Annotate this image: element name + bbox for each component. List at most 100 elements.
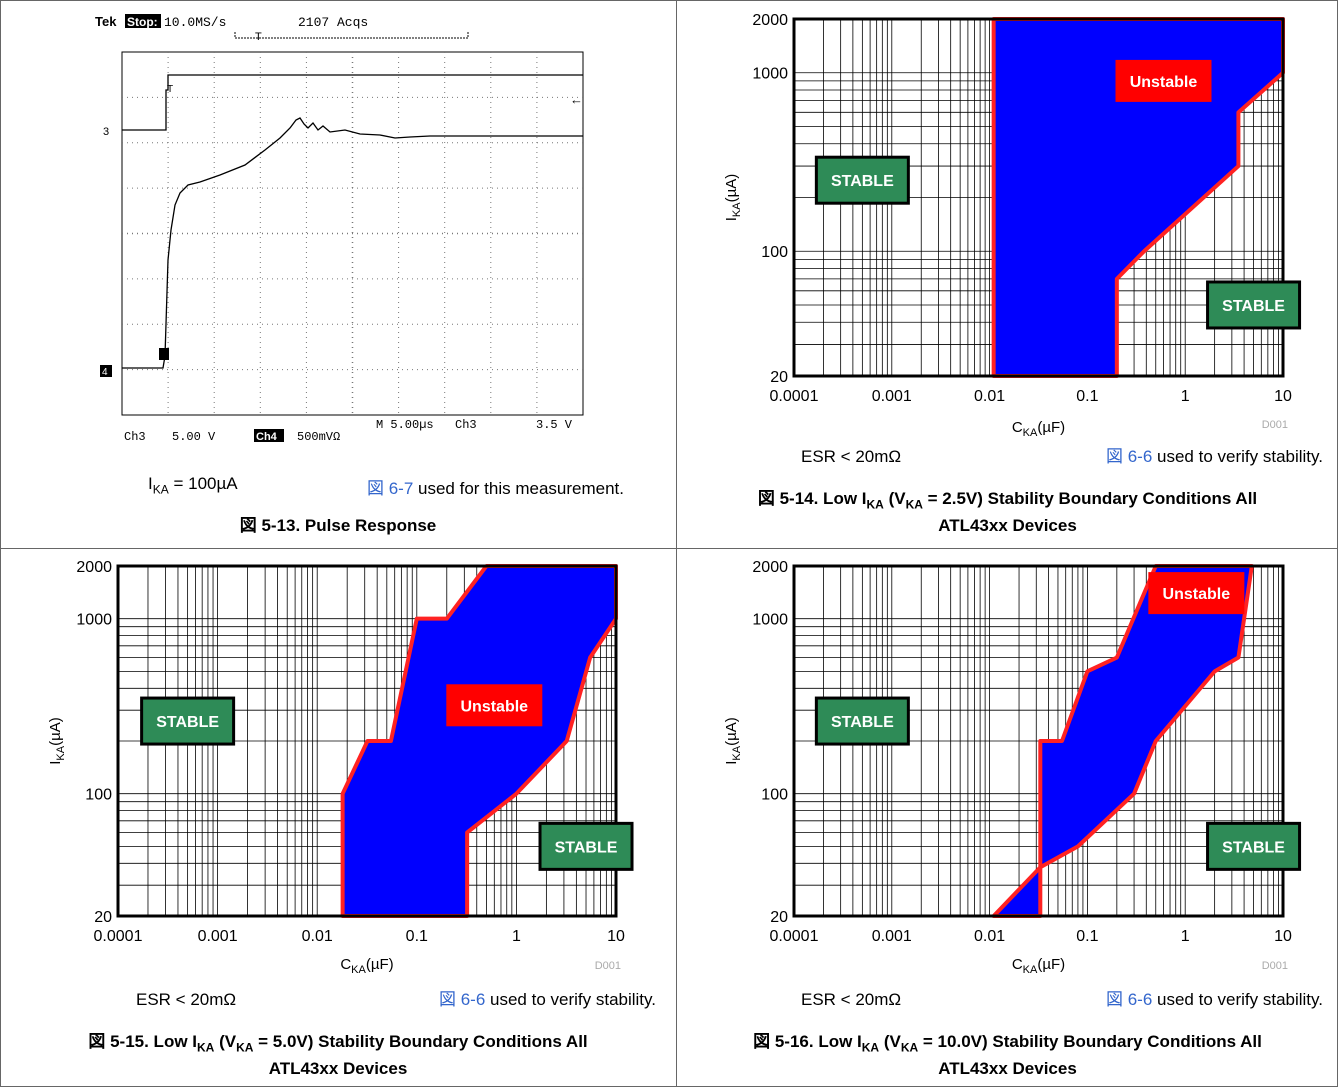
ch4-marker-badge xyxy=(100,365,112,377)
scope-footer-ch3-scale: 5.00 V xyxy=(172,430,216,444)
y-tick-label: 1000 xyxy=(752,612,788,629)
x-axis-label: CKA(µF) xyxy=(340,956,393,976)
figure-code: D001 xyxy=(1262,419,1288,431)
trigger-level-arrow: ← xyxy=(570,92,583,107)
x-tick-label: 0.01 xyxy=(974,928,1005,945)
unstable-label-box xyxy=(1148,572,1245,615)
y-tick-label: 2000 xyxy=(752,12,788,29)
plot-frame xyxy=(116,564,618,918)
scope-header-rate: 10.0MS/s xyxy=(164,15,226,30)
ch4-marker: 4 xyxy=(102,367,108,378)
x-tick-label: 10 xyxy=(1274,928,1292,945)
stable-label-box xyxy=(1206,280,1302,330)
caption-fig-5-13: 図 5-13. Pulse Response xyxy=(239,516,437,535)
scope-ch4-badge xyxy=(254,429,284,442)
scope-footer-ch4: Ch4 xyxy=(256,431,278,443)
y-axis-label: IKA(µA) xyxy=(723,717,743,765)
unstable-label-box xyxy=(1115,59,1212,102)
ch3-marker: 3 xyxy=(103,126,109,138)
vertical-divider xyxy=(676,0,677,1087)
y-tick-label: 100 xyxy=(761,244,788,261)
scope-graticule xyxy=(121,51,584,416)
figure-code: D001 xyxy=(1262,960,1288,972)
ref-link-6-7[interactable]: 図 6-7 xyxy=(367,479,414,498)
chart-panel-5-14: 20 100 1000 2000 0.0001 0.001 0.01 0.1 1 10 CKA(µF… xyxy=(677,0,1338,548)
x-axis-label: CKA(µF) xyxy=(1012,419,1065,439)
stable-label-box xyxy=(1206,821,1302,871)
esr-note: ESR < 20mΩ xyxy=(801,990,901,1009)
x-tick-label: 0.0001 xyxy=(94,928,143,945)
trigger-position-badge xyxy=(159,348,169,360)
chart-svg-5-16: 20 100 1000 2000 0.0001 0.001 0.01 0.1 1 10 CKA(µF… xyxy=(723,559,1323,1009)
x-tick-label: 1 xyxy=(512,928,521,945)
stable-label-box xyxy=(538,821,634,871)
chart-svg-5-14: 20 100 1000 2000 0.0001 0.001 0.01 0.1 1 10 CKA(µF… xyxy=(723,12,1323,466)
chart-svg-5-15: 20 100 1000 2000 0.0001 0.001 0.01 0.1 1 10 CKA(µF… xyxy=(47,559,656,1009)
y-tick-label: 2000 xyxy=(76,559,112,576)
x-tick-label: 0.1 xyxy=(1076,388,1098,405)
x-tick-label: 0.0001 xyxy=(770,388,819,405)
stable-label: STABLE xyxy=(555,839,618,856)
stable-label: STABLE xyxy=(1222,298,1285,315)
x-tick-label: 0.001 xyxy=(198,928,238,945)
scope-svg: Tek Stop: 10.0MS/s 2107 Acqs T 3 4 T ← C… xyxy=(95,14,584,444)
scope-header-mode: Stop: xyxy=(127,15,158,29)
scope-header-acqs: 2107 Acqs xyxy=(298,15,368,30)
unstable-label: Unstable xyxy=(1130,74,1198,91)
scope-stop-badge xyxy=(125,14,161,28)
x-tick-label: 0.001 xyxy=(872,928,912,945)
caption-fig-5-16: 図 5-16. Low IKA (VKA = 10.0V) Stability … xyxy=(753,1032,1262,1079)
scope-header-tek: Tek xyxy=(95,14,117,29)
scope-panel: Tek Stop: 10.0MS/s 2107 Acqs T 3 4 T ← C… xyxy=(0,0,676,548)
x-tick-label: 0.001 xyxy=(872,388,912,405)
y-tick-label: 100 xyxy=(85,787,112,804)
esr-note: ESR < 20mΩ xyxy=(136,990,236,1009)
scope-footer-ch3: Ch3 xyxy=(124,430,146,444)
verify-note: 図 6-6 used to verify stability. xyxy=(439,990,656,1009)
verify-note: 図 6-6 used to verify stability. xyxy=(1106,447,1323,466)
caption-fig-5-15: 図 5-15. Low IKA (VKA = 5.0V) Stability B… xyxy=(88,1032,588,1079)
stable-label-box xyxy=(814,696,910,746)
x-tick-label: 0.01 xyxy=(974,388,1005,405)
x-axis-label: CKA(µF) xyxy=(1012,956,1065,976)
trigger-marker: T xyxy=(167,84,173,95)
scope-footer-trig-src: Ch3 xyxy=(455,418,477,432)
stable-label-box xyxy=(814,155,910,205)
scope-trace-ch3 xyxy=(122,74,583,131)
chart-panel-5-15: 20 100 1000 2000 0.0001 0.001 0.01 0.1 1 10 CKA(µF… xyxy=(0,549,676,1087)
y-tick-label: 20 xyxy=(770,369,788,386)
y-axis-label: IKA(µA) xyxy=(723,174,743,222)
y-tick-label: 2000 xyxy=(752,559,788,576)
scope-footer-time: M 5.00µs xyxy=(376,418,434,432)
x-tick-label: 10 xyxy=(1274,388,1292,405)
y-tick-label: 1000 xyxy=(76,612,112,629)
y-tick-label: 20 xyxy=(770,909,788,926)
x-tick-label: 1 xyxy=(1181,388,1190,405)
scope-record-trigger: T xyxy=(255,31,262,43)
horizontal-divider xyxy=(0,548,1338,549)
scope-record-bar xyxy=(234,32,469,39)
stable-label-box xyxy=(140,696,236,746)
stable-label: STABLE xyxy=(156,714,219,731)
y-tick-label: 100 xyxy=(761,787,788,804)
unstable-label: Unstable xyxy=(1163,586,1231,603)
y-tick-label: 20 xyxy=(94,909,112,926)
plot-frame xyxy=(792,564,1285,918)
y-tick-label: 1000 xyxy=(752,66,788,83)
x-tick-label: 0.0001 xyxy=(770,928,819,945)
unstable-region xyxy=(991,564,1254,918)
figure-code: D001 xyxy=(595,960,621,972)
x-tick-label: 10 xyxy=(607,928,625,945)
unstable-label: Unstable xyxy=(461,698,529,715)
scope-trace-ch4 xyxy=(122,117,583,369)
x-tick-label: 0.1 xyxy=(1076,928,1098,945)
caption-fig-5-14: 図 5-14. Low IKA (VKA = 2.5V) Stability B… xyxy=(757,489,1258,536)
verify-note: 図 6-6 used to verify stability. xyxy=(1106,990,1323,1009)
x-tick-label: 1 xyxy=(1181,928,1190,945)
unstable-label-box xyxy=(446,684,543,727)
scope-footer-trig-level: 3.5 V xyxy=(536,418,573,432)
x-tick-label: 0.1 xyxy=(406,928,428,945)
scope-footer-ch4-scale: 500mVΩ xyxy=(297,430,340,444)
chart-panel-5-16: 20 100 1000 2000 0.0001 0.001 0.01 0.1 1 10 CKA(µF… xyxy=(677,549,1338,1087)
stable-label: STABLE xyxy=(1222,839,1285,856)
